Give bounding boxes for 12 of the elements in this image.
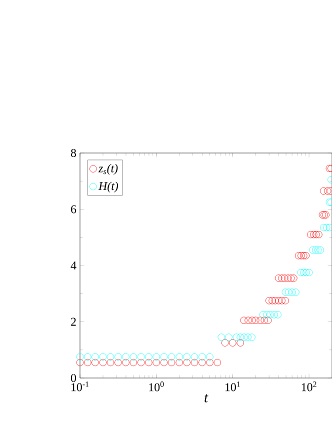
x-tick-label: 10$^{-1}$ — [72, 382, 89, 392]
legend-label: H(t) — [98, 182, 118, 193]
x-tick-label: 10$^{0}$ — [149, 382, 164, 392]
y-tick-label: 0 — [70, 374, 76, 382]
y-tick-label: 6 — [71, 205, 76, 214]
y-tick-label: 2 — [71, 318, 76, 326]
x-tick-label: 10$^{2}$ — [302, 382, 316, 392]
x-axis-title: t — [204, 394, 208, 402]
x-tick-label: 10$^{1}$ — [226, 382, 240, 392]
y-tick-label: 4 — [70, 262, 76, 270]
legend-label: z$_{s}$(t) — [98, 164, 118, 175]
y-tick-label: 8 — [70, 148, 76, 158]
